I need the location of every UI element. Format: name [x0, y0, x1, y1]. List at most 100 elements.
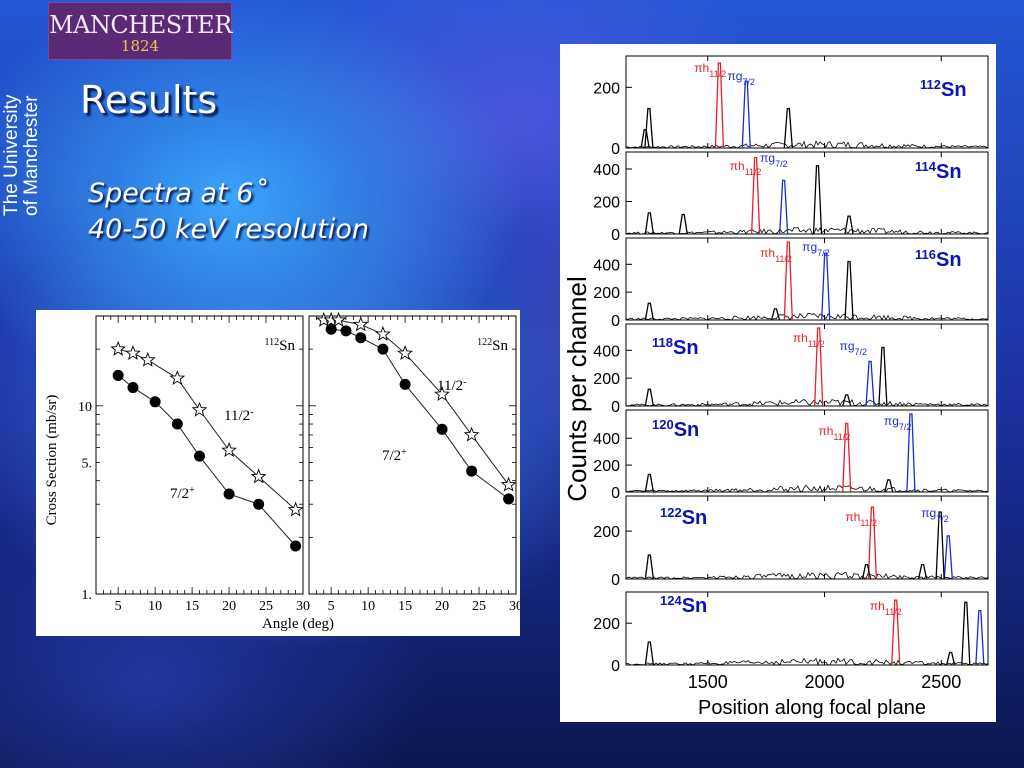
spectrum-peak [644, 107, 654, 149]
y-tick-label: 0 [611, 227, 620, 244]
data-point-circle [149, 396, 161, 408]
y-tick-label: 200 [593, 195, 620, 212]
nucleus-element: Sn [936, 161, 962, 183]
series-label-spin: 11/2 [437, 378, 463, 394]
spectrum-peak [844, 260, 854, 321]
nucleus-label: 118Sn [652, 335, 699, 360]
vertical-label-line2: of Manchester [21, 95, 42, 216]
data-point-star [352, 316, 369, 332]
orbital-label-g-subscript: 7/2 [855, 347, 868, 357]
y-tick-label: 400 [593, 162, 620, 179]
y-axis-label: Counts per channel [562, 276, 592, 501]
x-axis-label: Position along focal plane [698, 697, 926, 719]
nucleus-mass: 116 [915, 247, 936, 262]
spectrum-frame [625, 591, 989, 666]
spectrum-baseline [625, 227, 989, 235]
spectrum-peak [644, 302, 654, 321]
orbital-label-h: πh11/2 [730, 159, 762, 177]
x-tick-label: 2500 [921, 672, 961, 692]
x-tick-label: 1500 [688, 672, 728, 692]
spectrum-baseline [625, 312, 989, 321]
data-point-circle [127, 382, 139, 394]
spectrum-frame [625, 409, 989, 493]
x-tick-label: 15 [185, 599, 199, 614]
orbital-label-h: πh11/2 [819, 424, 851, 442]
spectrum-peak [644, 641, 654, 666]
series-label-parity: - [463, 377, 466, 388]
series-label: 7/2+ [382, 447, 407, 465]
panel-label-mass: 112 [265, 337, 280, 348]
orbital-label-h-subscript: 11/2 [833, 432, 850, 442]
spectrum-baseline [625, 484, 989, 493]
nucleus-mass: 120 [652, 417, 674, 432]
spectrum-peak [917, 563, 928, 580]
spectrum-peak [945, 651, 956, 666]
nucleus-label: 112Sn [920, 77, 967, 102]
data-point-star [287, 501, 304, 517]
y-tick-label: 10 [78, 400, 92, 415]
x-tick-label: 10 [148, 599, 162, 614]
orbital-label-g: πg7/2 [921, 506, 948, 524]
y-tick-label: 0 [611, 313, 620, 330]
series-label-parity: - [250, 407, 253, 418]
fit-curve [117, 375, 296, 547]
y-tick-label: 200 [593, 371, 620, 388]
panel-label: 112Sn [265, 337, 296, 355]
data-point-star [463, 426, 480, 442]
data-point-circle [171, 418, 183, 430]
y-tick-label: 200 [593, 616, 620, 633]
orbital-label-h: πh11/2 [760, 246, 792, 264]
panel-label-mass: 122 [477, 337, 492, 348]
spectrum-peak [640, 129, 650, 149]
spectrum-peak [975, 609, 985, 666]
y-tick-label: 5. [82, 456, 93, 471]
spectrum-peak [821, 252, 831, 321]
orbital-label-g-symbol: πg [840, 339, 855, 353]
fit-curve [331, 328, 509, 500]
orbital-label-h-symbol: πh [793, 331, 808, 345]
nucleus-element: Sn [674, 419, 700, 441]
orbital-label-h-subscript: 11/2 [860, 518, 877, 528]
slide-title: Results [80, 78, 218, 122]
spectrum-peak [865, 360, 875, 407]
nucleus-label: 122Sn [660, 505, 707, 530]
spectrum-peak [861, 563, 872, 580]
x-tick-label: 25 [472, 599, 486, 614]
y-tick-label: 200 [593, 458, 620, 475]
y-tick-label: 1. [82, 588, 93, 603]
orbital-label-h-symbol: πh [760, 246, 775, 260]
data-point-star [221, 442, 237, 458]
x-tick-label: 5 [328, 599, 335, 614]
data-point-circle [377, 343, 389, 355]
spectrum-baseline [625, 571, 989, 580]
spectrum-peak [783, 241, 793, 321]
series-label: 7/2+ [170, 485, 195, 503]
spectrum-peak [906, 413, 916, 493]
data-point-star [250, 468, 267, 484]
nucleus-label: 120Sn [652, 417, 699, 442]
orbital-label-g: πg7/2 [760, 151, 787, 169]
spectrum-peak [644, 388, 654, 407]
series-label-parity: + [401, 447, 407, 458]
orbital-label-g: πg7/2 [802, 240, 829, 258]
y-tick-label: 400 [593, 343, 620, 360]
data-point-circle [340, 325, 352, 337]
spectrum-peak [943, 535, 953, 580]
nucleus-element: Sn [682, 507, 708, 529]
x-tick-label: 15 [398, 599, 412, 614]
spectrum-peak [750, 156, 761, 235]
data-point-star [139, 351, 156, 367]
nucleus-mass: 118 [652, 335, 673, 350]
logo-text: MANCHESTER [49, 11, 232, 39]
spectrum-peak [814, 327, 824, 407]
nucleus-label: 114Sn [915, 159, 962, 184]
x-tick-label: 2000 [804, 672, 844, 692]
nucleus-element: Sn [682, 595, 708, 617]
spectrum-peak [778, 179, 789, 235]
nucleus-mass: 124 [660, 593, 682, 608]
x-tick-label: 10 [361, 599, 375, 614]
spectrum-baseline [625, 657, 989, 666]
data-point-star [375, 325, 391, 341]
nucleus-label: 116Sn [915, 247, 962, 272]
